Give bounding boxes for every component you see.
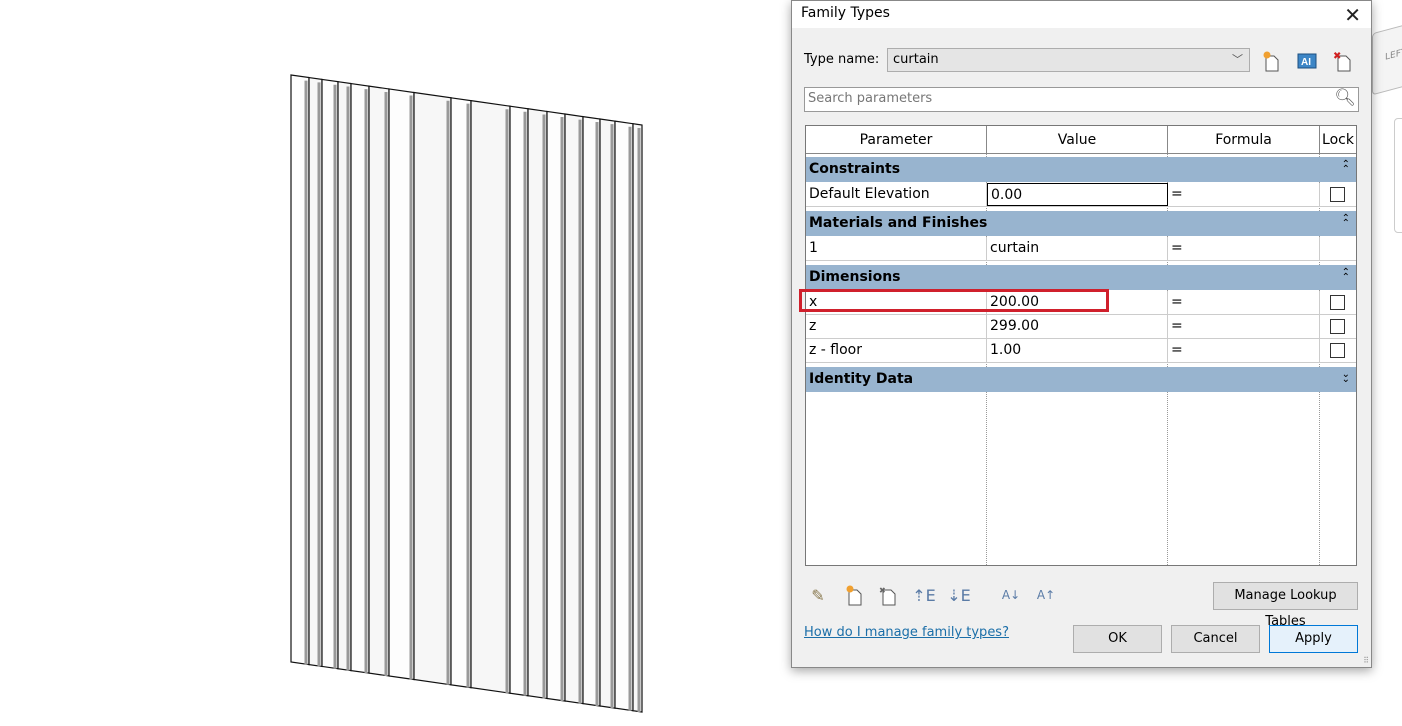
close-icon[interactable]: ✕: [1344, 3, 1361, 27]
header-lock[interactable]: Lock: [1320, 126, 1356, 154]
view-cube[interactable]: LEFT: [1372, 22, 1402, 96]
dialog-title: Family Types: [801, 5, 890, 21]
help-link[interactable]: How do I manage family types?: [804, 625, 1009, 640]
resize-grip[interactable]: ⠿: [1363, 656, 1369, 665]
type-name-label: Type name:: [804, 52, 880, 67]
sort-descending-button[interactable]: A↑: [1034, 583, 1058, 607]
rename-type-button[interactable]: AI: [1296, 50, 1318, 72]
group-name: Materials and Finishes: [809, 215, 988, 231]
pencil-icon: ✎: [811, 585, 825, 605]
formula-field[interactable]: =: [1168, 183, 1320, 206]
svg-text:✖: ✖: [879, 586, 886, 595]
lock-checkbox[interactable]: [1330, 187, 1345, 202]
title-bar: Family Types ✕: [792, 1, 1371, 28]
header-parameter[interactable]: Parameter: [806, 126, 987, 154]
move-down-icon: ⇣E: [947, 585, 971, 605]
svg-text:✖: ✖: [1333, 51, 1341, 62]
move-up-button[interactable]: ⇡E: [912, 583, 936, 607]
new-type-icon: [1263, 51, 1279, 72]
lock-checkbox[interactable]: [1330, 343, 1345, 358]
value-field[interactable]: 1.00: [987, 339, 1168, 362]
delete-type-button[interactable]: ✖: [1332, 50, 1354, 72]
group-header[interactable]: Constraints ⌃ ⌃: [806, 157, 1356, 182]
manage-lookup-tables-button[interactable]: Manage Lookup Tables: [1213, 582, 1358, 629]
curtain-panel: [413, 91, 452, 686]
sort-az-icon: A↓: [1001, 588, 1021, 602]
delete-parameter-button[interactable]: ✖: [876, 583, 900, 607]
highlight-box: [799, 289, 1109, 312]
parameter-name[interactable]: Default Elevation: [806, 183, 987, 206]
header-value[interactable]: Value: [987, 126, 1168, 154]
delete-parameter-icon: ✖: [879, 586, 896, 606]
new-parameter-icon: [846, 585, 862, 606]
table-row: x 200.00 =: [806, 291, 1356, 315]
parameter-name[interactable]: z - floor: [806, 339, 987, 362]
collapse-icon[interactable]: ⌃ ⌃: [1341, 213, 1350, 229]
move-down-button[interactable]: ⇣E: [947, 583, 971, 607]
group-header[interactable]: Identity Data ⌄ ⌄: [806, 367, 1356, 392]
lock-checkbox[interactable]: [1330, 295, 1345, 310]
new-type-button[interactable]: [1260, 50, 1282, 72]
family-types-dialog: Family Types ✕ Type name: curtain ﹀ AI ✖…: [791, 0, 1372, 668]
svg-text:AI: AI: [1301, 57, 1311, 68]
sort-ascending-button[interactable]: A↓: [999, 583, 1023, 607]
table-row: 1 curtain =: [806, 237, 1356, 261]
table-row: z - floor 1.00 =: [806, 339, 1356, 363]
delete-type-icon: ✖: [1333, 51, 1351, 72]
search-icon[interactable]: 🔍︎: [1334, 88, 1356, 108]
chevron-down-icon: ﹀: [1232, 53, 1243, 66]
parameters-table: Parameter Value Formula Lock Constraints…: [805, 125, 1357, 566]
cancel-button[interactable]: Cancel: [1171, 625, 1260, 653]
ok-button[interactable]: OK: [1073, 625, 1162, 653]
table-row: Default Elevation 0.00 =: [806, 183, 1356, 207]
collapse-icon[interactable]: ⌃ ⌃: [1341, 267, 1350, 283]
group-header[interactable]: Materials and Finishes ⌃ ⌃: [806, 211, 1356, 236]
3d-view-canvas[interactable]: [0, 0, 790, 726]
value-field[interactable]: 200.00: [987, 291, 1168, 314]
value-field[interactable]: 0.00: [987, 183, 1168, 206]
parameter-name[interactable]: z: [806, 315, 987, 338]
value-field[interactable]: 299.00: [987, 315, 1168, 338]
value-field[interactable]: curtain: [987, 237, 1168, 260]
rename-type-icon: AI: [1297, 53, 1317, 69]
group-name: Identity Data: [809, 371, 914, 387]
header-formula[interactable]: Formula: [1168, 126, 1320, 154]
group-name: Dimensions: [809, 269, 901, 285]
navigation-bar[interactable]: [1394, 118, 1402, 233]
apply-button[interactable]: Apply: [1269, 625, 1358, 653]
expand-icon[interactable]: ⌄ ⌄: [1341, 369, 1350, 385]
sort-za-icon: A↑: [1036, 588, 1056, 602]
group-header[interactable]: Dimensions ⌃ ⌃: [806, 265, 1356, 290]
lock-checkbox[interactable]: [1330, 319, 1345, 334]
collapse-icon[interactable]: ⌃ ⌃: [1341, 159, 1350, 175]
formula-field[interactable]: =: [1168, 315, 1320, 338]
group-name: Constraints: [809, 161, 901, 177]
type-name-dropdown[interactable]: curtain ﹀: [887, 48, 1250, 72]
edit-parameter-button[interactable]: ✎: [806, 583, 830, 607]
formula-field[interactable]: =: [1168, 237, 1320, 260]
search-parameters-input[interactable]: Search parameters 🔍︎: [804, 87, 1359, 112]
parameter-name[interactable]: x: [806, 291, 987, 314]
new-parameter-button[interactable]: [842, 583, 866, 607]
formula-field[interactable]: =: [1168, 291, 1320, 314]
table-row: z 299.00 =: [806, 315, 1356, 339]
curtain-panel: [470, 99, 511, 694]
parameter-name[interactable]: 1: [806, 237, 987, 260]
move-up-icon: ⇡E: [912, 585, 936, 605]
formula-field[interactable]: =: [1168, 339, 1320, 362]
